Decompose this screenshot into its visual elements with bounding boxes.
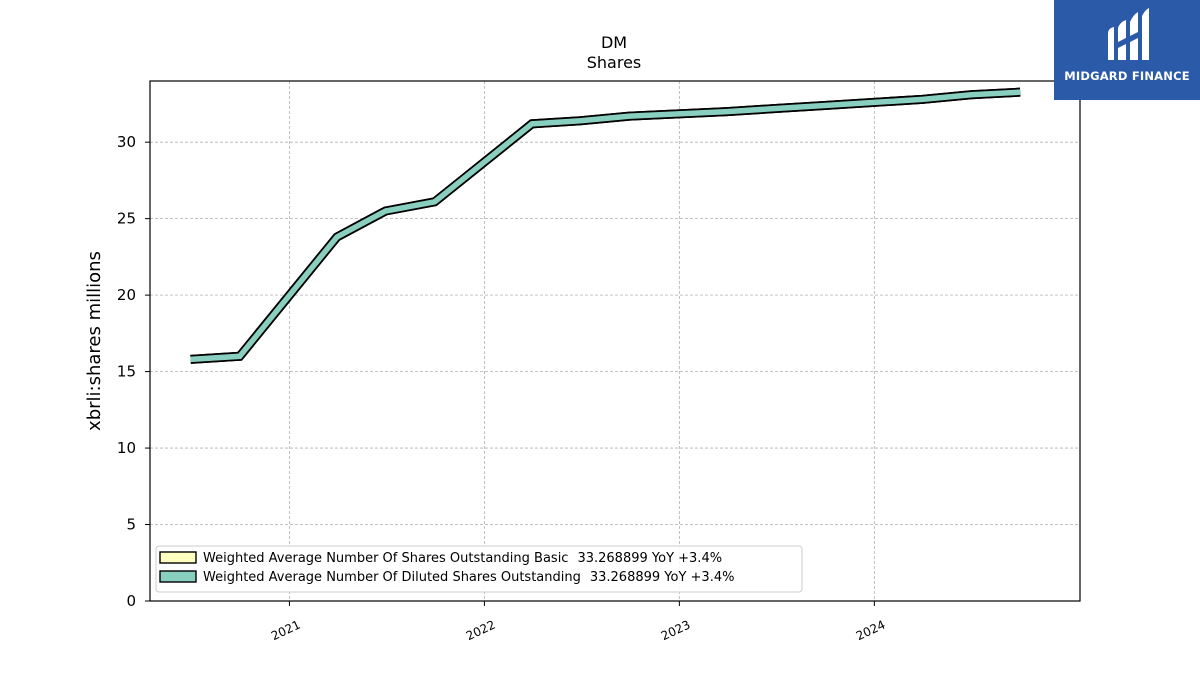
logo-text: MIDGARD FINANCE — [1064, 69, 1190, 83]
series-line-outline — [190, 87, 1021, 364]
y-tick-label: 5 — [126, 516, 136, 534]
logo-mark-icon — [1108, 8, 1149, 60]
y-tick-label: 0 — [126, 592, 136, 610]
legend-series-value: 33.268899 YoY +3.4% — [577, 551, 722, 566]
series-lines — [190, 87, 1021, 364]
series-line — [190, 89, 1021, 363]
y-tick-label: 25 — [117, 210, 136, 228]
legend-entry-2: Weighted Average Number Of Diluted Share… — [203, 570, 734, 585]
legend-series-name: Weighted Average Number Of Diluted Share… — [203, 570, 581, 585]
series-2-line — [190, 87, 1021, 364]
series-line — [190, 89, 1021, 363]
y-tick-label: 10 — [117, 439, 136, 457]
brand-logo: MIDGARD FINANCE — [1054, 0, 1200, 100]
x-tick-label: 2023 — [659, 618, 693, 644]
series-line-outline — [190, 87, 1021, 364]
x-tick-label: 2021 — [269, 618, 303, 644]
chart-title: DM — [601, 33, 627, 52]
legend: Weighted Average Number Of Shares Outsta… — [155, 545, 803, 593]
x-tick-label: 2024 — [854, 618, 888, 644]
x-tick-label: 2022 — [464, 618, 498, 644]
y-axis-label: xbrli:shares millions — [84, 251, 105, 431]
y-tick-label: 30 — [117, 133, 136, 151]
legend-swatch — [159, 570, 197, 583]
x-axis: 2021 2022 2023 2024 — [269, 601, 888, 644]
legend-series-name: Weighted Average Number Of Shares Outsta… — [203, 551, 568, 566]
grid-lines — [150, 81, 1080, 601]
legend-series-value: 33.268899 YoY +3.4% — [590, 570, 735, 585]
legend-swatch — [159, 551, 197, 564]
legend-box — [155, 545, 803, 593]
legend-entry-1: Weighted Average Number Of Shares Outsta… — [203, 551, 722, 566]
plot-frame — [149, 80, 1081, 602]
chart-subtitle: Shares — [587, 53, 642, 72]
series-1-line — [190, 87, 1021, 364]
y-axis: 0 5 10 15 20 25 30 — [117, 133, 150, 610]
y-tick-label: 15 — [117, 363, 136, 381]
y-tick-label: 20 — [117, 286, 136, 304]
